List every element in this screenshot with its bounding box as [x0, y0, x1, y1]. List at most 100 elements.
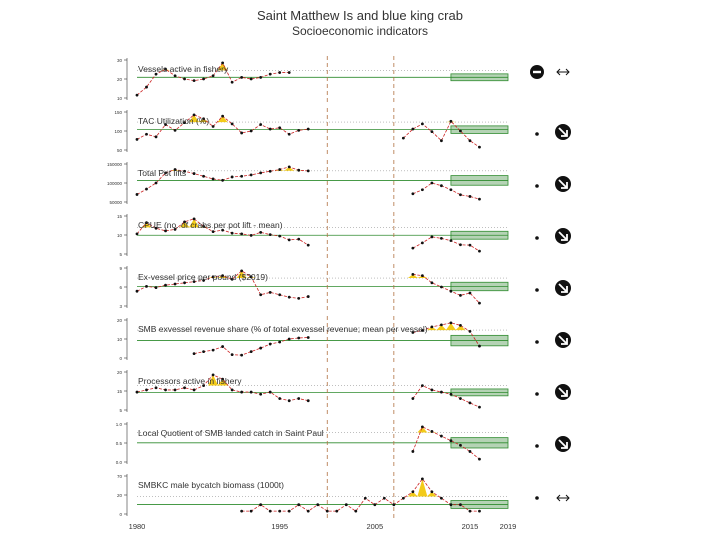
- data-point: [478, 197, 481, 201]
- data-point: [173, 282, 177, 286]
- above-threshold-area: [179, 221, 190, 228]
- data-point: [240, 131, 244, 135]
- data-point: [478, 457, 481, 461]
- data-point: [135, 138, 139, 141]
- y-tick-label: 6: [119, 285, 122, 290]
- data-point: [478, 405, 481, 409]
- data-point: [468, 243, 472, 247]
- data-point: [297, 503, 301, 507]
- data-point: [411, 490, 415, 494]
- data-point: [173, 388, 177, 392]
- data-point: [183, 220, 186, 224]
- x-axis: 1980 1995 2005 2015 2019: [129, 522, 517, 531]
- data-point: [363, 496, 367, 500]
- panel-title: SMB exvessel revenue share (% of total e…: [138, 324, 428, 334]
- data-point: [135, 232, 139, 236]
- data-point: [306, 295, 310, 298]
- above-threshold-area: [189, 218, 200, 228]
- data-point: [297, 237, 301, 241]
- data-point: [249, 390, 253, 394]
- data-point: [249, 173, 253, 177]
- data-point: [440, 434, 443, 438]
- status-mean-minus-bar: [533, 70, 541, 74]
- data-point: [259, 75, 263, 79]
- data-point: [411, 246, 415, 250]
- data-point: [297, 168, 301, 172]
- above-threshold-area: [445, 322, 456, 331]
- data-point: [221, 377, 225, 381]
- indicator-panel-8: 1.0 0.5 0.0 Local Quotient of SMB landed ca…: [116, 420, 571, 466]
- above-threshold-area: [426, 326, 437, 331]
- data-point: [382, 496, 386, 500]
- data-point: [420, 477, 424, 481]
- data-point: [192, 388, 196, 392]
- above-threshold-area: [217, 116, 228, 123]
- data-point: [221, 228, 225, 232]
- data-point: [211, 275, 215, 279]
- data-point: [278, 509, 282, 513]
- series-line: [412, 385, 480, 408]
- data-point: [183, 77, 186, 81]
- data-point: [145, 132, 148, 136]
- panel-title: SMBKC male bycatch biomass (1000t): [138, 480, 284, 490]
- data-point: [430, 130, 434, 134]
- y-tick-label: 10: [117, 337, 123, 342]
- status-mean-dot-icon: [535, 236, 539, 240]
- indicator-panel-2: 150 100 50 TAC Utilization (%): [114, 108, 571, 154]
- above-threshold-area: [284, 166, 295, 171]
- y-tick-label: 0.5: [116, 441, 123, 446]
- data-point: [221, 274, 225, 278]
- data-point: [287, 337, 291, 341]
- y-tick-label: 15: [117, 389, 123, 394]
- y-tick-label: 3: [119, 304, 122, 309]
- data-point: [278, 71, 282, 74]
- x-tick-label: 1995: [271, 522, 288, 531]
- data-point: [202, 117, 205, 121]
- data-point: [411, 273, 415, 276]
- data-point: [221, 345, 225, 348]
- trend-sideways-icon: [556, 68, 570, 76]
- series-line: [412, 236, 480, 252]
- data-point: [420, 274, 424, 278]
- data-point: [297, 397, 301, 400]
- panel-title: CPUE (no. of crabs per pot lift - mean): [138, 220, 283, 230]
- data-point: [430, 490, 434, 494]
- data-point: [287, 165, 291, 169]
- data-point: [192, 352, 196, 356]
- data-point: [164, 229, 167, 233]
- data-point: [154, 72, 158, 76]
- data-point: [449, 188, 453, 192]
- data-point: [173, 168, 177, 171]
- data-point: [468, 139, 472, 143]
- data-point: [306, 169, 310, 173]
- data-point: [278, 126, 282, 130]
- data-point: [268, 127, 272, 131]
- data-point: [459, 293, 462, 297]
- status-mean-dot-icon: [535, 132, 539, 136]
- y-tick-label: 0: [119, 356, 122, 361]
- data-point: [459, 443, 462, 447]
- above-threshold-area: [455, 325, 466, 331]
- above-threshold-area: [217, 62, 228, 71]
- data-point: [344, 503, 348, 507]
- data-point: [154, 135, 158, 139]
- data-point: [411, 397, 415, 400]
- data-point: [230, 277, 234, 281]
- y-tick-label: 70: [117, 474, 123, 479]
- data-point: [278, 397, 282, 400]
- data-point: [183, 121, 186, 124]
- data-point: [183, 386, 186, 390]
- data-point: [154, 386, 158, 390]
- data-point: [173, 227, 177, 231]
- data-point: [268, 290, 272, 294]
- y-tick-label: 30: [117, 58, 123, 63]
- data-point: [249, 77, 253, 81]
- data-point: [259, 293, 263, 297]
- data-point: [392, 503, 396, 507]
- data-point: [230, 231, 234, 235]
- data-point: [478, 509, 481, 513]
- data-point: [420, 122, 424, 126]
- data-point: [459, 397, 462, 400]
- data-point: [202, 224, 205, 228]
- data-point: [202, 174, 205, 178]
